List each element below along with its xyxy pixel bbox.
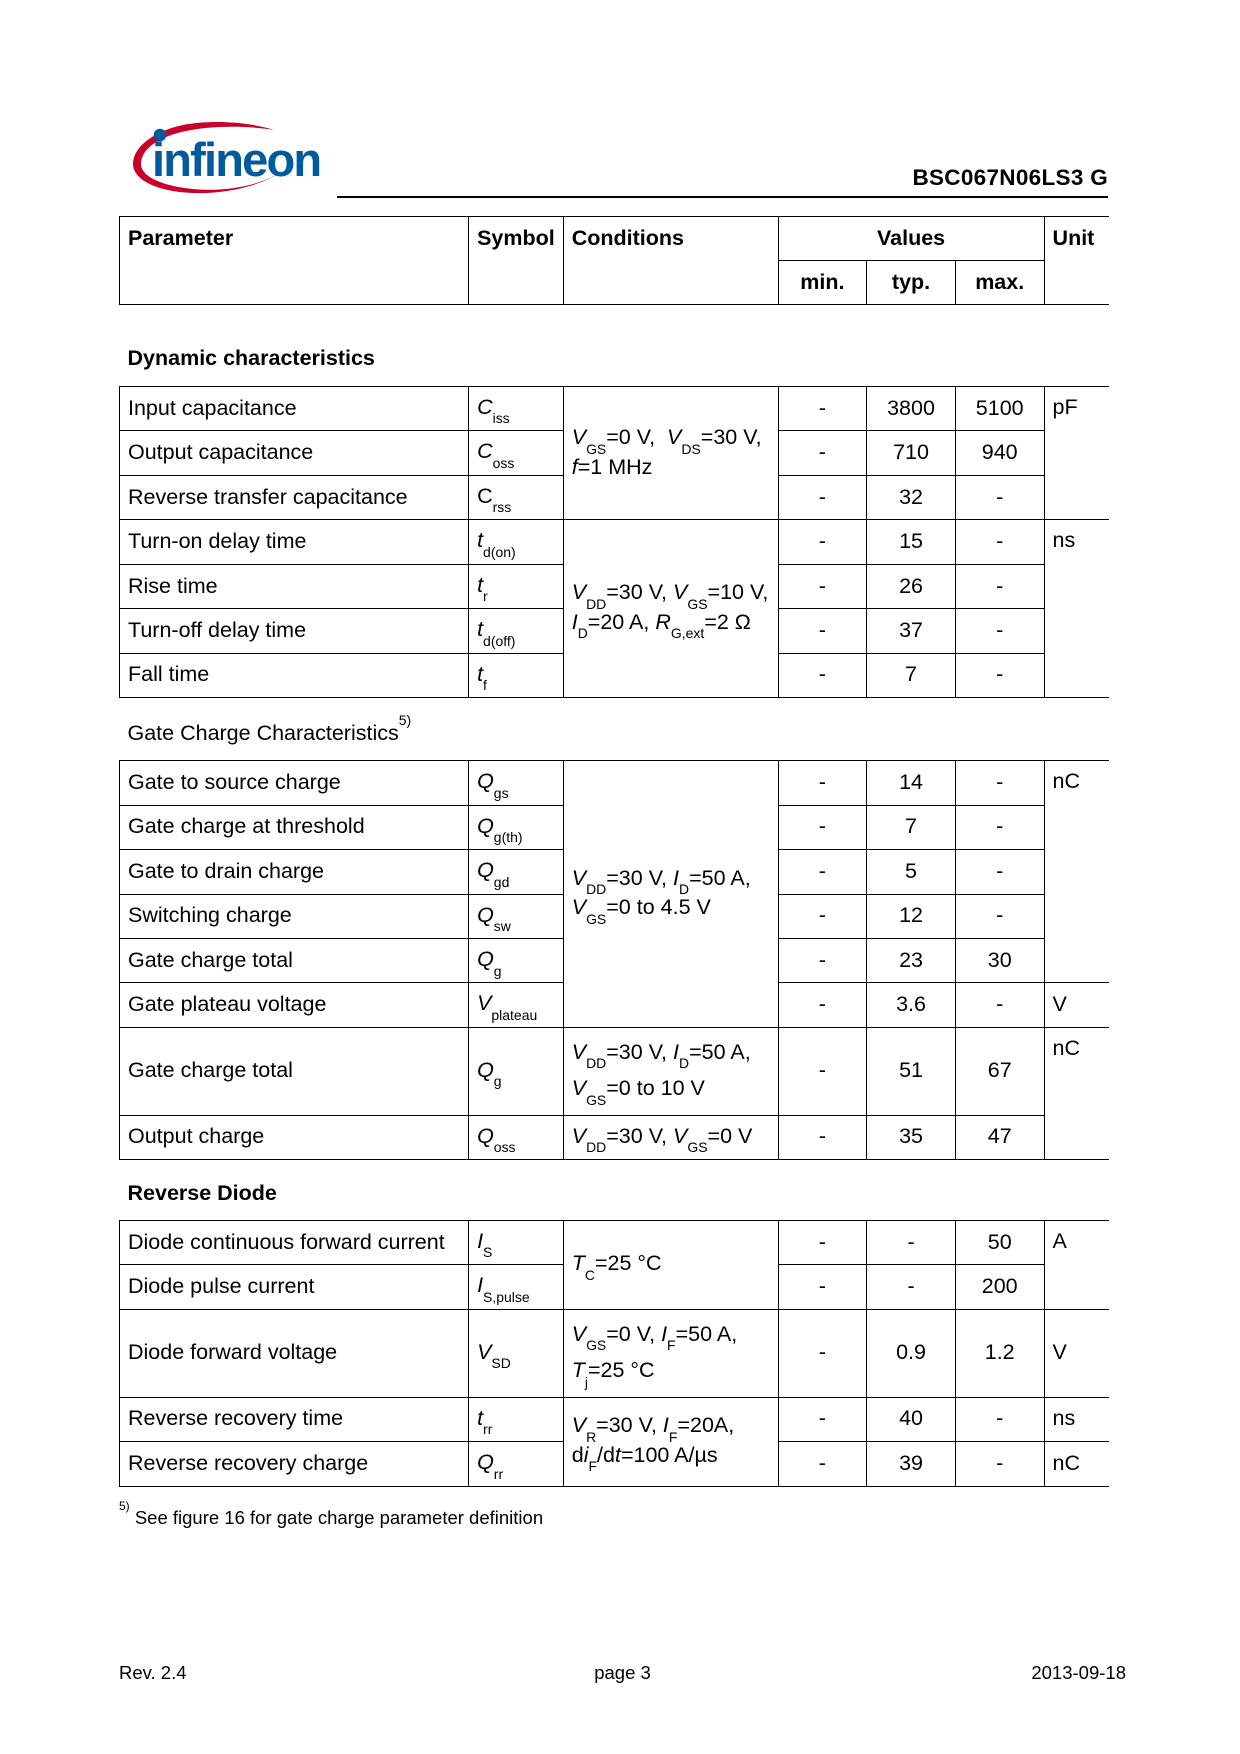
svg-text:infineon: infineon — [152, 133, 320, 186]
